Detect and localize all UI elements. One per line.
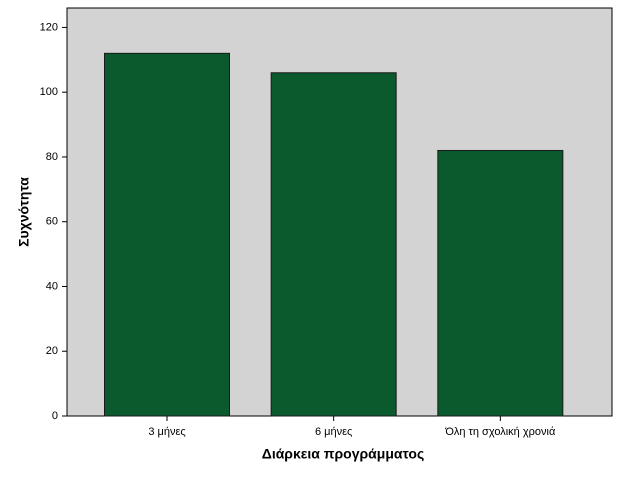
y-tick-label: 100 <box>40 86 58 98</box>
y-axis-title: Συχνότητα <box>16 177 32 247</box>
y-tick-label: 60 <box>46 216 58 228</box>
y-tick-label: 40 <box>46 280 58 292</box>
y-tick-label: 120 <box>40 21 58 33</box>
x-tick-label: 3 μήνες <box>148 426 185 438</box>
x-tick-label: Όλη τη σχολική χρονιά <box>444 426 556 438</box>
x-tick-label: 6 μήνες <box>315 426 352 438</box>
y-tick-label: 20 <box>46 345 58 357</box>
bar <box>270 72 397 417</box>
bar <box>104 52 230 417</box>
x-axis-title: Διάρκεια προγράμματος <box>262 446 424 462</box>
y-tick-label: 80 <box>46 151 58 163</box>
bar <box>437 149 564 417</box>
y-tick-label: 0 <box>52 410 58 422</box>
